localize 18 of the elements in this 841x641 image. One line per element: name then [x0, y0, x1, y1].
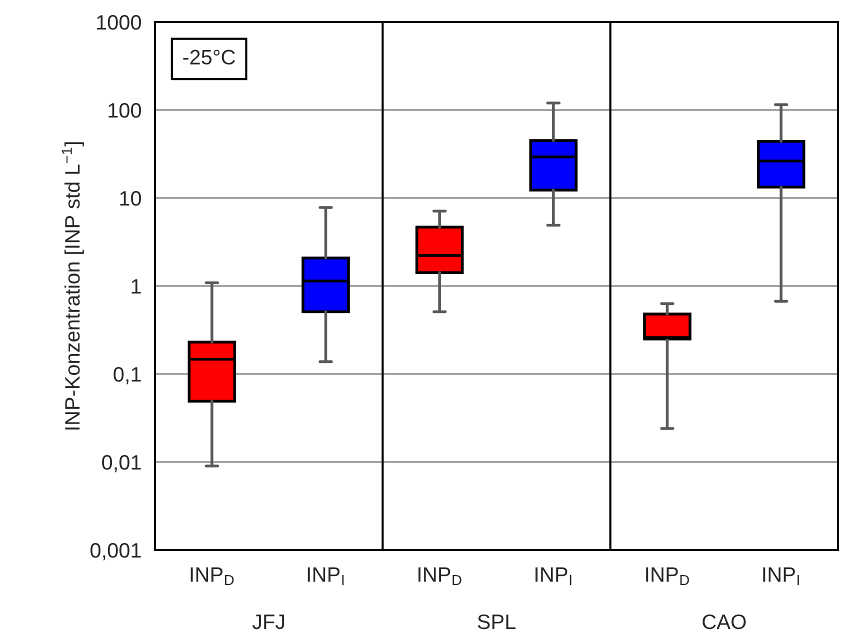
text: JFJ	[252, 614, 284, 630]
x-tick-label: INP$_{D}$	[418, 567, 462, 586]
annotation: -25°C	[183, 50, 236, 65]
x-tick-label: INP$_{D}$	[646, 567, 689, 586]
x-tick-label: INP$_{D}$	[190, 567, 234, 586]
y-tick-label: 1000	[97, 15, 141, 30]
x-tick-label: INP$_{I}$	[536, 567, 572, 586]
x-tick-label: INP$_{I}$	[763, 567, 799, 586]
y-tick-label: 0,01	[102, 455, 141, 472]
y-tick-label: 0,001	[90, 543, 141, 560]
text: SPL	[478, 614, 516, 630]
text: CAO	[702, 614, 746, 630]
x-tick-label: INP$_{I}$	[308, 567, 344, 586]
y-tick-label: 0,1	[114, 367, 141, 384]
y-tick-label: 10	[120, 191, 141, 206]
y-axis-title: INP-Konzentration [INP std L$^{−1}$]	[62, 142, 84, 430]
y-tick-label: 100	[108, 103, 141, 118]
y-tick-label: 1	[132, 279, 141, 294]
